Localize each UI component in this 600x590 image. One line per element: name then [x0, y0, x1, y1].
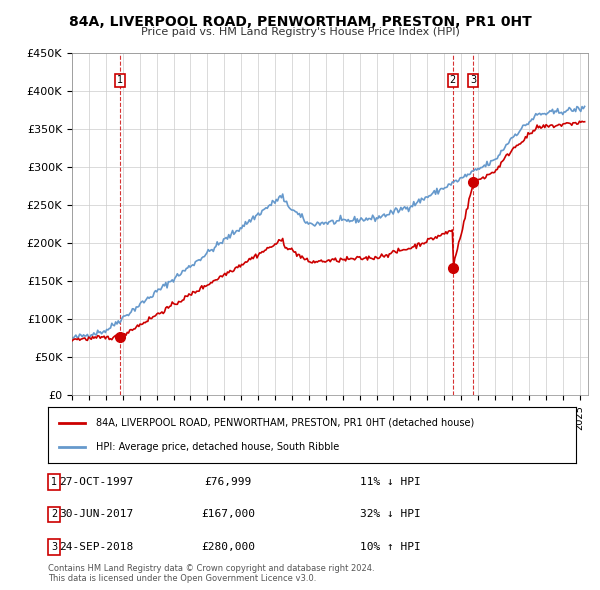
Text: £280,000: £280,000: [201, 542, 255, 552]
Text: 2: 2: [51, 510, 57, 519]
Text: £167,000: £167,000: [201, 510, 255, 519]
Text: 11% ↓ HPI: 11% ↓ HPI: [360, 477, 421, 487]
Text: 10% ↑ HPI: 10% ↑ HPI: [360, 542, 421, 552]
Text: £76,999: £76,999: [205, 477, 251, 487]
Text: 27-OCT-1997: 27-OCT-1997: [59, 477, 133, 487]
Text: 1: 1: [51, 477, 57, 487]
Text: 3: 3: [51, 542, 57, 552]
Text: 2: 2: [449, 76, 456, 86]
Text: 84A, LIVERPOOL ROAD, PENWORTHAM, PRESTON, PR1 0HT (detached house): 84A, LIVERPOOL ROAD, PENWORTHAM, PRESTON…: [95, 418, 474, 428]
Text: 24-SEP-2018: 24-SEP-2018: [59, 542, 133, 552]
Text: 84A, LIVERPOOL ROAD, PENWORTHAM, PRESTON, PR1 0HT: 84A, LIVERPOOL ROAD, PENWORTHAM, PRESTON…: [68, 15, 532, 29]
Text: Price paid vs. HM Land Registry's House Price Index (HPI): Price paid vs. HM Land Registry's House …: [140, 27, 460, 37]
Text: 1: 1: [116, 76, 123, 86]
Text: 32% ↓ HPI: 32% ↓ HPI: [360, 510, 421, 519]
Text: HPI: Average price, detached house, South Ribble: HPI: Average price, detached house, Sout…: [95, 442, 339, 453]
Text: 30-JUN-2017: 30-JUN-2017: [59, 510, 133, 519]
Text: Contains HM Land Registry data © Crown copyright and database right 2024.
This d: Contains HM Land Registry data © Crown c…: [48, 563, 374, 583]
Text: 3: 3: [470, 76, 476, 86]
